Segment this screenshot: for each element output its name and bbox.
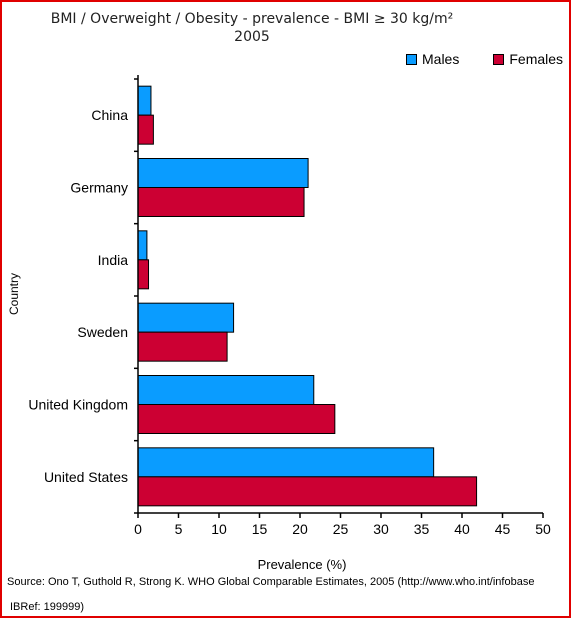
x-axis-title: Prevalence (%) [258,557,347,572]
category-label: United Kingdom [28,397,128,413]
legend-item-females: Females [493,51,563,67]
x-tick-label: 0 [134,521,142,537]
y-axis-title: Country [7,273,21,315]
x-tick-label: 50 [535,521,551,537]
chart-title: BMI / Overweight / Obesity - prevalence … [50,11,454,27]
x-tick-label: 5 [175,521,183,537]
x-tick-label: 15 [252,521,268,537]
x-tick-label: 40 [454,521,470,537]
category-label: Germany [70,180,128,196]
x-tick-label: 20 [292,521,308,537]
bar-females-india [137,259,150,290]
legend-label-males: Males [422,51,460,67]
category-label: Sweden [77,324,128,340]
bar-males-sweden [137,302,235,333]
bar-males-united-states [137,447,435,478]
category-label: India [98,252,129,268]
bar-females-united-states [137,476,478,507]
legend: Males Females [406,51,563,67]
category-label: United States [44,469,128,485]
bar-males-india [137,230,148,261]
bar-males-united-kingdom [137,375,315,405]
legend-swatch-males [406,53,417,65]
source-note: Source: Ono T, Guthold R, Strong K. WHO … [7,576,535,588]
bar-females-united-kingdom [137,404,336,434]
x-tick-label: 10 [211,521,227,537]
bar-males-china [137,85,152,116]
bar-females-germany [137,187,305,217]
x-tick-label: 45 [495,521,511,537]
bar-males-germany [137,158,309,188]
legend-label-females: Females [509,51,564,67]
x-tick-label: 30 [373,521,389,537]
bar-females-china [137,114,154,145]
bar-females-sweden [137,331,228,362]
x-tick-label: 25 [333,521,349,537]
chart-title-block: BMI / Overweight / Obesity - prevalence … [2,10,502,46]
ibref-note: IBRef: 199999) [10,601,84,613]
chart-subtitle: 2005 [234,29,270,45]
x-tick-label: 35 [414,521,430,537]
legend-item-males: Males [406,51,459,67]
category-label: China [91,107,128,123]
legend-swatch-females [493,53,505,65]
